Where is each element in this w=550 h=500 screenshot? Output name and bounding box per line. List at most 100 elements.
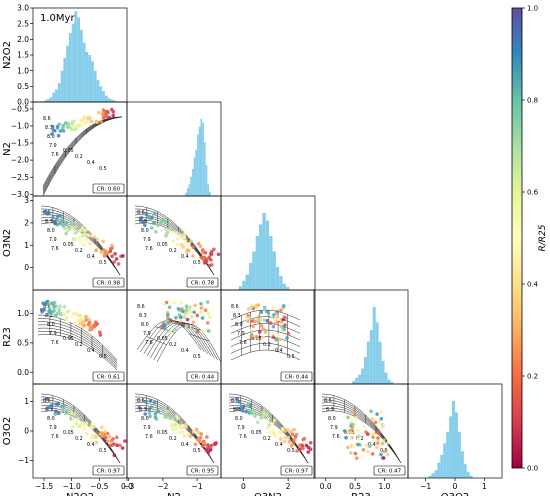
- data-point: [60, 218, 64, 222]
- data-point: [189, 239, 193, 243]
- histogram-bar: [202, 122, 204, 196]
- panel-N2-vs-N2: [126, 101, 222, 197]
- data-point: [103, 249, 108, 253]
- panel-O3O2-vs-O3N2: 8.68.38.07.97.60.050.20.40.5CR: 0.97: [220, 383, 316, 479]
- data-point: [76, 417, 80, 422]
- data-point: [72, 321, 77, 325]
- data-point: [190, 306, 194, 310]
- model-grid-line: [189, 333, 210, 342]
- panel-O3O2-vs-R23: 8.68.38.07.97.60.050.20.40.5CR: 0.47: [313, 383, 409, 479]
- histogram-bar: [259, 224, 263, 290]
- data-point: [99, 250, 103, 255]
- grid-label-metallicity: 0.2: [169, 248, 177, 254]
- data-point: [368, 444, 372, 449]
- data-point: [306, 450, 311, 454]
- histogram-bar: [190, 176, 192, 196]
- data-point: [274, 311, 278, 316]
- data-point: [376, 436, 380, 440]
- data-point: [186, 242, 191, 246]
- grid-label-ionization: 7.6: [145, 434, 153, 440]
- data-point: [98, 333, 103, 337]
- model-grid-line: [37, 314, 118, 361]
- data-point: [198, 435, 203, 440]
- data-point: [164, 415, 169, 419]
- cr-box: [92, 371, 125, 382]
- grid-label-ionization: 8.6: [43, 116, 51, 122]
- data-point: [193, 442, 198, 447]
- histogram-bar: [255, 236, 260, 290]
- data-point: [180, 430, 185, 434]
- data-point: [163, 220, 168, 224]
- data-point: [290, 432, 295, 437]
- grid-label-metallicity: 0.05: [251, 336, 262, 342]
- data-point: [263, 330, 268, 335]
- y-tick-label: 1.5: [17, 51, 29, 60]
- data-point: [166, 312, 170, 317]
- data-point: [112, 453, 117, 458]
- data-point: [381, 423, 385, 428]
- data-point: [346, 415, 350, 420]
- model-grid-line: [230, 343, 301, 354]
- data-point: [175, 236, 180, 241]
- model-grid-line: [229, 396, 309, 464]
- cr-label: CR: 0.61: [97, 375, 120, 381]
- data-point: [52, 305, 56, 310]
- data-point: [206, 311, 211, 316]
- grid-label-metallicity: 0.2: [263, 342, 271, 348]
- grid-label-metallicity: 0.2: [75, 154, 83, 160]
- data-point: [50, 132, 54, 136]
- model-grid-line: [42, 116, 123, 193]
- data-point: [207, 329, 211, 333]
- histogram-bar: [193, 157, 196, 196]
- histogram-bar: [110, 99, 114, 102]
- data-points: [160, 300, 214, 334]
- data-point: [179, 300, 184, 305]
- data-point: [255, 420, 260, 425]
- x-axis-label: O3N2: [254, 492, 282, 496]
- data-points: [39, 299, 103, 337]
- x-tick-label: −1: [192, 482, 203, 491]
- data-point: [82, 115, 87, 120]
- data-point: [177, 313, 182, 318]
- model-grid-line: [146, 321, 212, 357]
- data-point: [89, 425, 93, 430]
- histogram-bar: [272, 251, 276, 290]
- cr-label: CR: 0.44: [191, 375, 215, 381]
- grid-label-ionization: 7.9: [49, 331, 57, 337]
- x-tick-label: 0.0: [320, 482, 332, 491]
- x-tick-label: −2: [157, 482, 168, 491]
- data-point: [175, 242, 180, 247]
- grid-label-metallicity: 0.4: [87, 442, 95, 448]
- data-points: [245, 303, 291, 342]
- histogram-bar: [77, 17, 80, 102]
- grid-label-metallicity: 0.4: [275, 442, 283, 448]
- y-tick-label: 2.0: [17, 35, 29, 44]
- histogram-bar: [378, 341, 382, 384]
- data-point: [91, 242, 95, 247]
- grid-label-metallicity: 0.05: [63, 430, 74, 436]
- data-point: [349, 431, 354, 435]
- histogram-bar: [387, 379, 391, 384]
- histogram-bar: [437, 462, 441, 478]
- data-point: [70, 425, 75, 429]
- data-point: [53, 129, 57, 133]
- data-point: [167, 305, 172, 310]
- histogram-bar: [285, 286, 290, 290]
- data-point: [293, 435, 298, 439]
- y-tick-label: −1.5: [11, 139, 29, 148]
- panel-R23-vs-R23: [313, 289, 409, 385]
- histogram-bar: [352, 380, 356, 384]
- data-point: [195, 329, 200, 334]
- data-point: [237, 400, 242, 404]
- model-grid-line: [134, 402, 215, 464]
- data-point: [295, 449, 299, 453]
- data-point: [67, 121, 71, 126]
- cr-label: CR: 0.78: [191, 281, 215, 287]
- data-point: [147, 411, 152, 415]
- model-grid-line: [230, 323, 301, 334]
- data-point: [181, 245, 185, 249]
- data-point: [50, 301, 54, 306]
- data-point: [198, 244, 203, 249]
- grid-label-ionization: 7.9: [237, 331, 245, 337]
- y-tick-label: −2.5: [11, 173, 29, 182]
